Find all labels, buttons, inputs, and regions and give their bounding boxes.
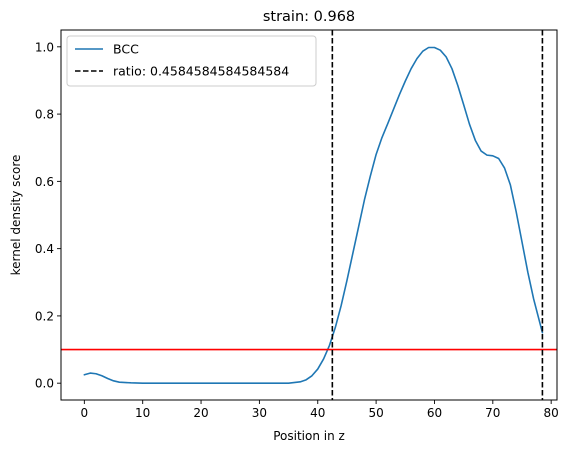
y-tick-label: 0.8 <box>35 108 54 122</box>
y-axis-label: kernel density score <box>9 155 23 276</box>
x-tick-label: 50 <box>368 406 383 420</box>
legend-label-bcc: BCC <box>113 42 139 57</box>
y-tick-label: 0.0 <box>35 377 54 391</box>
plot-frame <box>60 29 558 401</box>
reference-lines <box>61 30 557 400</box>
x-tick-label: 60 <box>427 406 442 420</box>
x-tick-label: 40 <box>310 406 325 420</box>
series-layer <box>83 46 544 384</box>
y-tick-label: 0.6 <box>35 175 54 189</box>
x-tick-label: 80 <box>544 406 559 420</box>
chart-title: strain: 0.968 <box>263 9 355 25</box>
x-tick-label: 0 <box>81 406 89 420</box>
series-line-bcc <box>83 46 544 384</box>
y-tick-label: 1.0 <box>35 40 54 54</box>
x-tick-label: 30 <box>252 406 267 420</box>
legend-box <box>66 35 317 87</box>
y-axis: 0.0 0.2 0.4 0.6 0.8 1.0 <box>35 40 61 391</box>
legend: BCC ratio: 0.4584584584584584 <box>66 35 317 87</box>
legend-label-ratio: ratio: 0.4584584584584584 <box>113 64 289 79</box>
y-tick-label: 0.2 <box>35 309 54 323</box>
plot-area <box>61 30 557 400</box>
x-tick-label: 10 <box>135 406 150 420</box>
x-tick-label: 70 <box>485 406 500 420</box>
x-axis-label: Position in z <box>273 429 345 443</box>
x-axis: 0 10 20 30 40 50 60 70 80 <box>81 400 559 420</box>
x-tick-label: 20 <box>193 406 208 420</box>
y-tick-label: 0.4 <box>35 242 54 256</box>
